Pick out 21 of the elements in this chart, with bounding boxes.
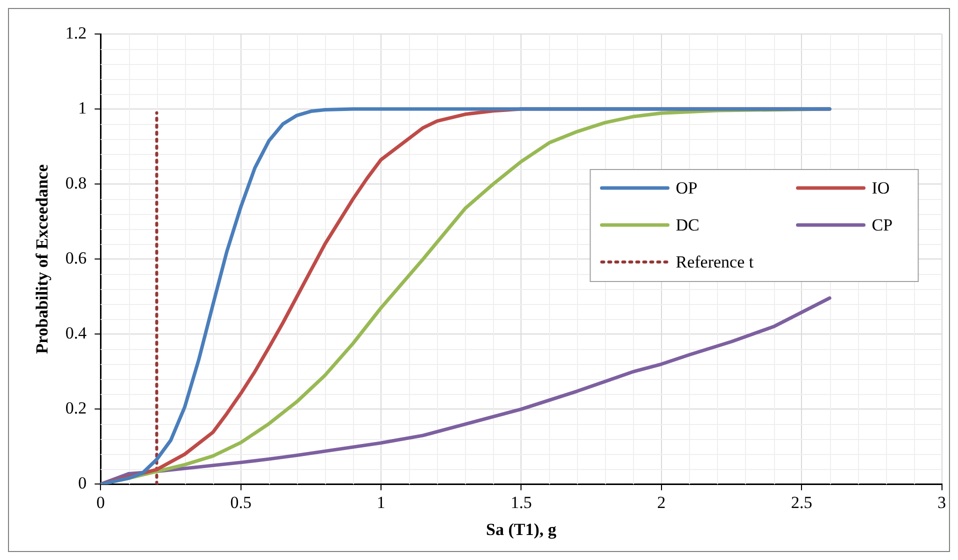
legend-label: OP	[676, 178, 698, 198]
x-tick-label: 0	[96, 492, 105, 512]
y-tick-label: 0.6	[65, 248, 87, 268]
y-axis-title: Probability of Exceedance	[32, 164, 52, 354]
legend-label: CP	[872, 216, 893, 235]
x-tick-label: 3	[938, 492, 946, 512]
x-tick-label: 2.5	[790, 492, 812, 512]
x-tick-label: 1.5	[510, 492, 532, 512]
x-tick-label: 2	[657, 492, 666, 512]
legend-label: Reference t	[676, 252, 754, 272]
y-tick-label: 0.4	[65, 324, 88, 343]
y-tick-label: 0.8	[65, 174, 87, 193]
y-tick-label: 0.2	[65, 398, 87, 418]
legend-label: DC	[676, 216, 700, 235]
x-tick-label: 0.5	[230, 492, 252, 512]
y-tick-label: 0	[78, 474, 87, 493]
x-axis-title: Sa (T1), g	[486, 520, 557, 540]
legend-label: IO	[872, 178, 890, 198]
y-tick-label: 1	[78, 98, 87, 118]
y-tick-label: 1.2	[65, 23, 87, 42]
x-tick-label: 1	[376, 492, 386, 512]
